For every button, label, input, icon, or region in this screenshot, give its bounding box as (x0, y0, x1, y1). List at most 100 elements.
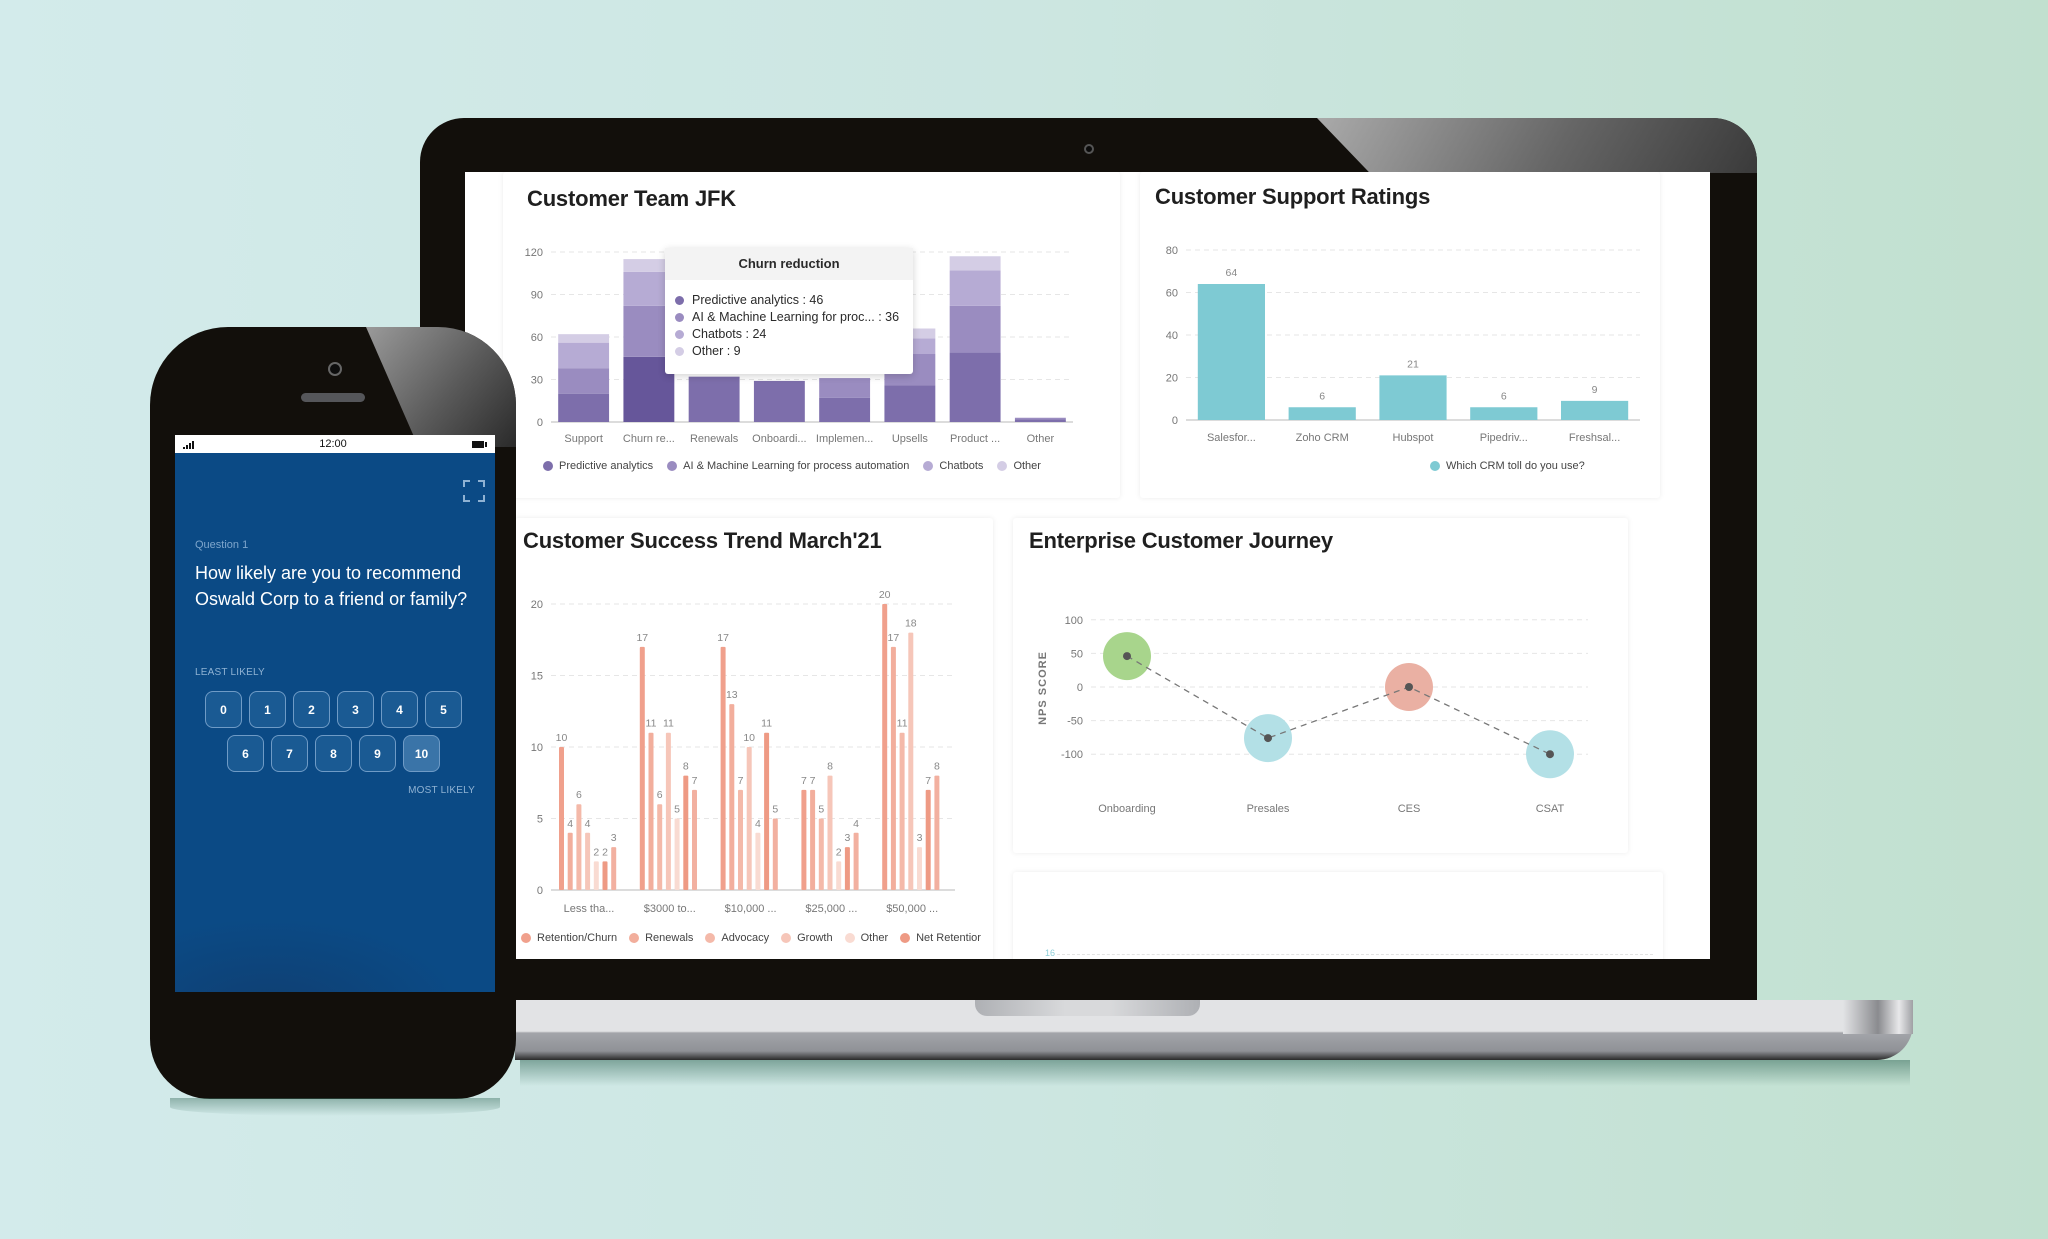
bar-chart[interactable]: 0 20 40 60 80 64 Salesfor... 6 Zoho CRM 21 Hubspot… (1140, 172, 1660, 498)
svg-text:8: 8 (934, 761, 940, 773)
svg-text:8: 8 (683, 761, 689, 773)
svg-text:Less tha...: Less tha... (564, 903, 615, 915)
legend-label: Growth (797, 932, 833, 944)
svg-text:-50: -50 (1067, 716, 1083, 728)
legend-dot-icon (543, 461, 553, 471)
nps-option-7[interactable]: 7 (271, 735, 308, 772)
svg-text:4: 4 (853, 818, 859, 830)
nps-option-2[interactable]: 2 (293, 691, 330, 728)
svg-text:6: 6 (576, 789, 582, 801)
legend-dot-icon (781, 933, 792, 943)
nps-option-9[interactable]: 9 (359, 735, 396, 772)
legend-label: Which CRM toll do you use? (1446, 460, 1585, 472)
svg-text:5: 5 (674, 804, 680, 816)
legend-item[interactable]: AI & Machine Learning for process automa… (667, 460, 909, 472)
legend-item[interactable]: Renewals (629, 932, 693, 944)
journey-scatter-chart[interactable]: -100 -50 0 50 100 NPS SCORE Onboarding Presales… (1013, 518, 1628, 853)
legend-dot-icon (667, 461, 678, 471)
chart-legend: Retention/Churn Renewals Advocacy Growth Oth… (521, 932, 981, 944)
svg-text:5: 5 (537, 814, 543, 826)
nps-option-0[interactable]: 0 (205, 691, 242, 728)
question-number: Question 1 (195, 539, 249, 551)
svg-text:6: 6 (1319, 390, 1325, 402)
svg-text:3: 3 (917, 832, 923, 844)
legend-item[interactable]: Chatbots (923, 460, 983, 472)
svg-text:Product ...: Product ... (950, 433, 1000, 445)
nps-option-4[interactable]: 4 (381, 691, 418, 728)
nps-option-8[interactable]: 8 (315, 735, 352, 772)
laptop-shadow (520, 1060, 1910, 1086)
nps-option-5[interactable]: 5 (425, 691, 462, 728)
card-enterprise-customer-journey: Enterprise Customer Journey -100 -50 0 50 10… (1013, 518, 1628, 853)
phone-speaker (301, 393, 365, 402)
laptop-base (515, 1000, 1913, 1060)
dashboard-screen: Customer Team JFK 0 30 60 90 120 Support Churn… (465, 172, 1710, 959)
nps-scale-row-2: 6 7 8 9 10 (227, 735, 440, 772)
legend-label: Advocacy (721, 932, 770, 944)
svg-text:10: 10 (556, 732, 568, 744)
svg-text:$50,000 ...: $50,000 ... (886, 903, 938, 915)
svg-text:11: 11 (663, 718, 674, 730)
nps-option-6[interactable]: 6 (227, 735, 264, 772)
svg-text:9: 9 (1592, 384, 1598, 396)
legend-item[interactable]: Other (844, 932, 888, 944)
laptop-base-edge (1843, 1000, 1913, 1034)
legend-item[interactable]: Retention/Churn (521, 932, 617, 944)
nps-option-1[interactable]: 1 (249, 691, 286, 728)
svg-text:7: 7 (925, 775, 931, 787)
svg-text:0: 0 (1077, 682, 1083, 694)
card-customer-team-jfk: Customer Team JFK 0 30 60 90 120 Support Churn… (503, 172, 1120, 498)
tooltip-line: AI & Machine Learning for proc... : 36 (675, 309, 903, 326)
axis-tick: 16 (1045, 948, 1056, 958)
svg-text:2: 2 (593, 846, 599, 858)
svg-text:40: 40 (1166, 330, 1178, 342)
svg-text:Salesfor...: Salesfor... (1207, 432, 1256, 444)
gridline (1057, 954, 1653, 955)
card-title: Customer Support Ratings (1155, 184, 1431, 209)
laptop-notch (975, 1000, 1200, 1016)
nps-option-10[interactable]: 10 (403, 735, 440, 772)
svg-text:Implemen...: Implemen... (816, 433, 873, 445)
svg-text:Renewals: Renewals (690, 433, 739, 445)
legend-item[interactable]: Net Retentior (900, 932, 981, 944)
svg-text:13: 13 (726, 689, 738, 701)
legend-dot-icon (521, 933, 531, 943)
legend-dot-icon (629, 933, 640, 943)
legend-label: Renewals (645, 932, 694, 944)
legend-item[interactable]: Predictive analytics (543, 460, 653, 472)
svg-text:Onboardi...: Onboardi... (752, 433, 806, 445)
legend-item[interactable]: Which CRM toll do you use? (1430, 460, 1585, 472)
svg-text:Upsells: Upsells (892, 433, 929, 445)
svg-text:11: 11 (897, 718, 908, 730)
svg-text:5: 5 (818, 804, 824, 816)
svg-text:7: 7 (801, 775, 807, 787)
tooltip-line: Predictive analytics : 46 (675, 292, 903, 309)
nps-option-3[interactable]: 3 (337, 691, 374, 728)
legend-item[interactable]: Other (997, 460, 1041, 472)
tooltip-title: Churn reduction (665, 248, 913, 280)
svg-text:-100: -100 (1061, 749, 1083, 761)
legend-item[interactable]: Growth (781, 932, 833, 944)
svg-text:Churn re...: Churn re... (623, 433, 675, 445)
card-customer-success-trend: Customer Success Trend March'21 0 5 10 15 20… (515, 518, 993, 959)
svg-text:10: 10 (743, 732, 755, 744)
svg-text:NPS SCORE: NPS SCORE (1037, 651, 1049, 725)
svg-text:7: 7 (810, 775, 816, 787)
svg-text:11: 11 (646, 718, 657, 730)
svg-text:7: 7 (738, 775, 744, 787)
svg-text:17: 17 (888, 632, 900, 644)
svg-text:17: 17 (717, 632, 729, 644)
legend-dot-icon (675, 313, 684, 322)
legend-label: AI & Machine Learning for process automa… (683, 460, 910, 472)
svg-text:$25,000 ...: $25,000 ... (805, 903, 857, 915)
expand-fullscreen-icon[interactable] (463, 480, 485, 502)
svg-text:$3000 to...: $3000 to... (644, 903, 696, 915)
phone-camera-icon (328, 362, 342, 376)
survey-screen: 12:00 Question 1 How likely are you to r… (175, 435, 495, 992)
svg-text:$10,000 ...: $10,000 ... (725, 903, 777, 915)
card-customer-support-ratings: Customer Support Ratings 0 20 40 60 80 64 Sale… (1140, 172, 1660, 498)
legend-item[interactable]: Advocacy (705, 932, 769, 944)
svg-text:2: 2 (602, 846, 608, 858)
svg-text:6: 6 (1501, 390, 1507, 402)
